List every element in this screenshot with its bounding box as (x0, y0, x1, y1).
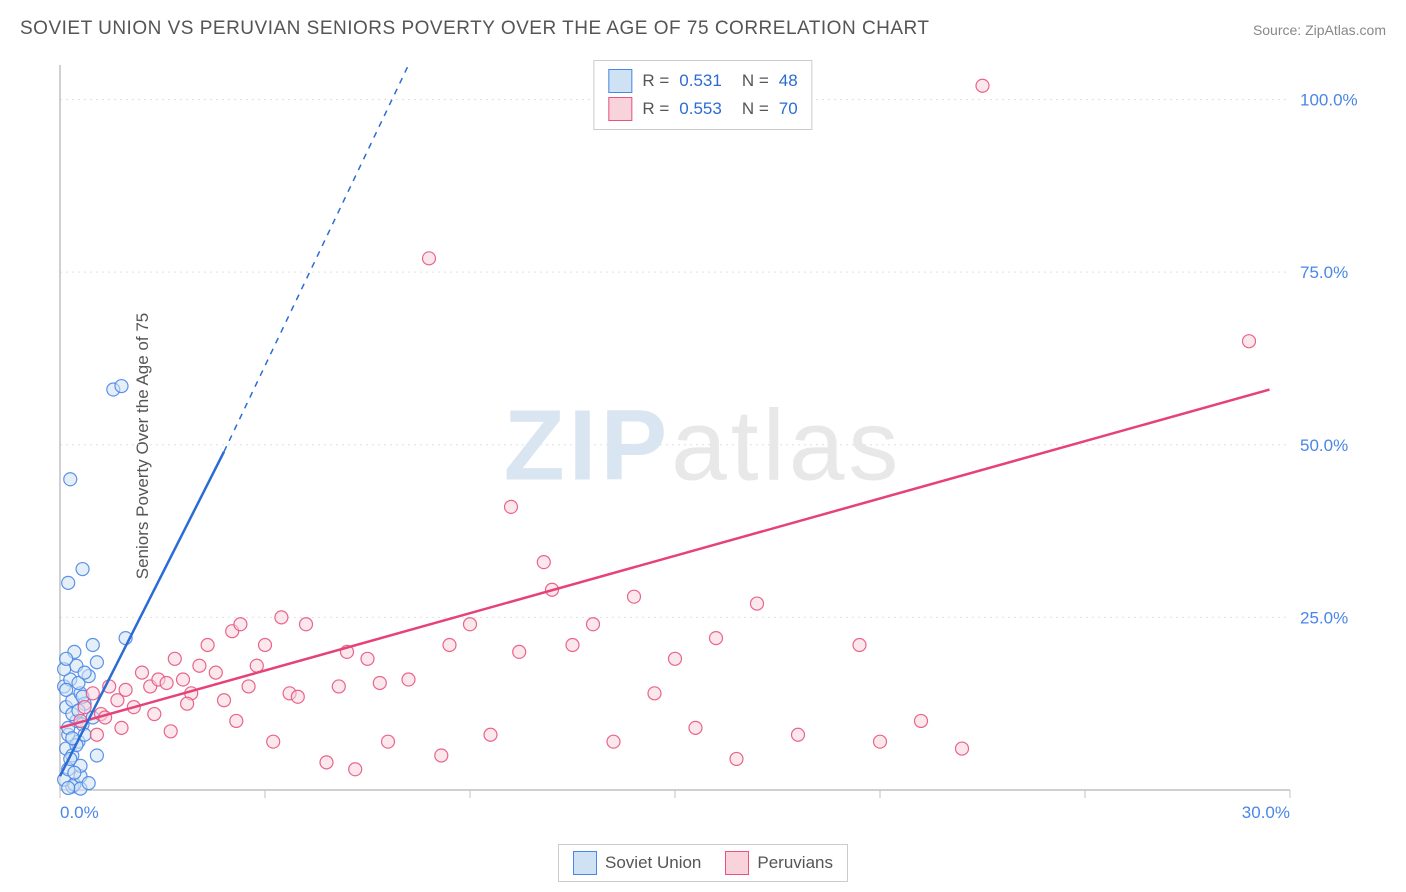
stats-N-value-peruvian: 70 (779, 99, 798, 119)
chart-title: SOVIET UNION VS PERUVIAN SENIORS POVERTY… (20, 18, 930, 40)
svg-text:100.0%: 100.0% (1300, 91, 1358, 110)
stats-row-soviet: R = 0.531 N = 48 (608, 67, 797, 95)
stats-row-peruvian: R = 0.553 N = 70 (608, 95, 797, 123)
swatch-pink (608, 97, 632, 121)
legend-item-soviet: Soviet Union (573, 851, 701, 875)
source-attribution: Source: ZipAtlas.com (1253, 22, 1386, 38)
stats-R-value-peruvian: 0.553 (679, 99, 722, 119)
svg-text:0.0%: 0.0% (60, 803, 99, 822)
legend-label-soviet: Soviet Union (605, 853, 701, 873)
stats-R-value-soviet: 0.531 (679, 71, 722, 91)
stats-N-label: N = (742, 71, 769, 91)
swatch-blue (608, 69, 632, 93)
chart-root: SOVIET UNION VS PERUVIAN SENIORS POVERTY… (0, 0, 1406, 892)
svg-text:30.0%: 30.0% (1242, 803, 1290, 822)
swatch-pink-2 (725, 851, 749, 875)
stats-N-label-2: N = (742, 99, 769, 119)
plot-area: 25.0% 50.0% 75.0% 100.0% 0.0% 30.0% (50, 60, 1360, 830)
stats-N-value-soviet: 48 (779, 71, 798, 91)
scatter-svg: 25.0% 50.0% 75.0% 100.0% 0.0% 30.0% (50, 60, 1360, 830)
swatch-blue-2 (573, 851, 597, 875)
bottom-legend: Soviet Union Peruvians (558, 844, 848, 882)
svg-text:25.0%: 25.0% (1300, 608, 1348, 627)
legend-label-peruvian: Peruvians (757, 853, 833, 873)
legend-item-peruvian: Peruvians (725, 851, 833, 875)
stats-legend: R = 0.531 N = 48 R = 0.553 N = 70 (593, 60, 812, 130)
svg-text:75.0%: 75.0% (1300, 263, 1348, 282)
stats-R-label-2: R = (642, 99, 669, 119)
stats-R-label: R = (642, 71, 669, 91)
svg-text:50.0%: 50.0% (1300, 436, 1348, 455)
